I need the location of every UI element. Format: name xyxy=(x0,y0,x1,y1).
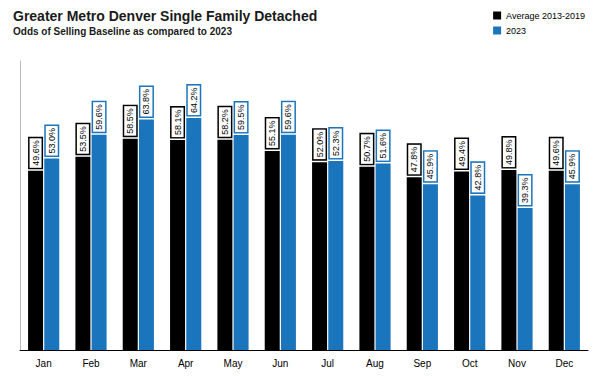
svg-text:53.5%: 53.5% xyxy=(78,126,88,152)
svg-text:49.8%: 49.8% xyxy=(504,140,514,166)
svg-text:58.2%: 58.2% xyxy=(220,109,230,135)
svg-text:53.0%: 53.0% xyxy=(47,128,57,154)
svg-text:39.3%: 39.3% xyxy=(520,177,530,203)
svg-text:May: May xyxy=(224,358,243,369)
svg-text:Odds of Selling Baseline as co: Odds of Selling Baseline as compared to … xyxy=(13,26,232,37)
svg-text:64.2%: 64.2% xyxy=(189,88,199,114)
svg-text:59.6%: 59.6% xyxy=(283,104,293,130)
svg-text:59.6%: 59.6% xyxy=(94,104,104,130)
svg-text:47.8%: 47.8% xyxy=(409,147,419,173)
svg-text:55.1%: 55.1% xyxy=(267,120,277,146)
svg-text:Jan: Jan xyxy=(36,358,52,369)
svg-text:Jul: Jul xyxy=(321,358,334,369)
svg-text:49.6%: 49.6% xyxy=(31,140,41,166)
svg-text:45.9%: 45.9% xyxy=(425,154,435,180)
svg-text:Dec: Dec xyxy=(555,358,573,369)
svg-text:51.6%: 51.6% xyxy=(378,133,388,159)
svg-text:Oct: Oct xyxy=(462,358,478,369)
svg-text:Aug: Aug xyxy=(366,358,384,369)
svg-text:50.7%: 50.7% xyxy=(362,136,372,162)
svg-text:42.8%: 42.8% xyxy=(473,165,483,191)
svg-text:Feb: Feb xyxy=(82,358,100,369)
svg-text:58.5%: 58.5% xyxy=(125,108,135,134)
svg-text:59.5%: 59.5% xyxy=(236,105,246,131)
svg-text:Sep: Sep xyxy=(413,358,431,369)
svg-text:2023: 2023 xyxy=(506,26,526,36)
svg-text:Apr: Apr xyxy=(178,358,194,369)
svg-text:63.8%: 63.8% xyxy=(141,89,151,115)
svg-text:Jun: Jun xyxy=(272,358,288,369)
svg-text:52.0%: 52.0% xyxy=(315,132,325,158)
svg-text:Nov: Nov xyxy=(508,358,526,369)
svg-text:Average 2013-2019: Average 2013-2019 xyxy=(506,11,585,21)
svg-text:45.9%: 45.9% xyxy=(567,154,577,180)
svg-text:Greater Metro Denver Single Fa: Greater Metro Denver Single Family Detac… xyxy=(13,8,317,24)
svg-text:49.4%: 49.4% xyxy=(457,141,467,167)
svg-text:58.1%: 58.1% xyxy=(173,110,183,136)
svg-text:52.3%: 52.3% xyxy=(331,131,341,157)
svg-text:Mar: Mar xyxy=(130,358,148,369)
svg-text:49.6%: 49.6% xyxy=(551,140,561,166)
